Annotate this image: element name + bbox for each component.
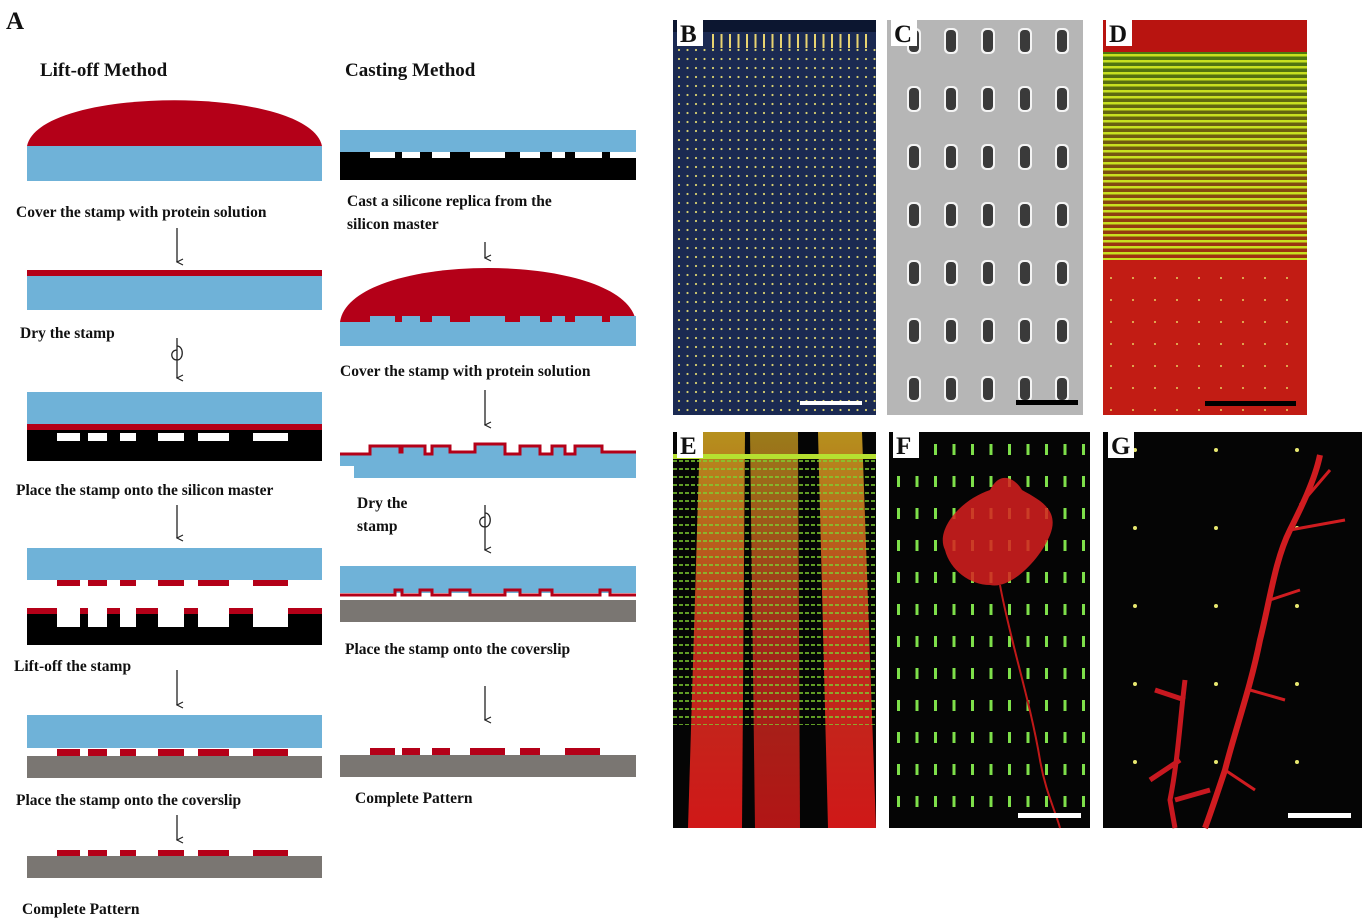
panel-label: A [6, 8, 24, 35]
step-caption: Dry the stamp [20, 325, 115, 342]
panel-label: D [1109, 21, 1127, 48]
streak [712, 34, 714, 48]
pad [120, 850, 136, 856]
notch [88, 433, 107, 441]
image-e [673, 432, 876, 828]
step-caption: Place the stamp onto the coverslip [16, 792, 241, 809]
pillar-top [80, 608, 88, 614]
pillar-top [229, 608, 253, 614]
streak [738, 34, 740, 48]
pad [520, 748, 540, 755]
step-caption: Place the stamp onto the coverslip [345, 641, 570, 658]
pad [88, 580, 107, 586]
pad [370, 748, 395, 755]
method-title: Casting Method [345, 60, 476, 81]
pad [402, 748, 420, 755]
pillar-top [107, 608, 120, 614]
notch [120, 433, 136, 441]
pillar-top [184, 608, 198, 614]
streak [865, 34, 867, 48]
streak [729, 34, 731, 48]
image-d [1103, 20, 1307, 415]
pad [198, 850, 229, 856]
streak [848, 34, 850, 48]
panel-label: E [680, 433, 697, 460]
gap [57, 614, 80, 627]
streak [831, 34, 833, 48]
gap [120, 614, 136, 627]
streak [780, 34, 782, 48]
pillar-top [288, 608, 322, 614]
page: {"panel_a": {"label": "A", "lift_off": {… [0, 0, 1367, 918]
pad [158, 580, 184, 586]
step-caption: Complete Pattern [355, 790, 473, 807]
pad [198, 580, 229, 586]
image-b [673, 20, 876, 415]
gap [88, 614, 107, 627]
panel-label: C [894, 21, 912, 48]
gap [198, 614, 229, 627]
streak [746, 34, 748, 48]
pad [253, 749, 288, 756]
streak [772, 34, 774, 48]
streak [814, 34, 816, 48]
pad [158, 749, 184, 756]
streak [797, 34, 799, 48]
streak [763, 34, 765, 48]
step-caption: silicon master [347, 216, 439, 233]
pad [198, 749, 229, 756]
step-caption: Lift-off the stamp [14, 658, 131, 675]
pad [253, 850, 288, 856]
panel-label: B [680, 21, 697, 48]
pillar-top [136, 608, 158, 614]
pad [88, 749, 107, 756]
gap [158, 614, 184, 627]
notch [158, 433, 184, 441]
image-f [889, 432, 1090, 828]
pad [120, 580, 136, 586]
streak [806, 34, 808, 48]
panel-label: F [896, 433, 911, 460]
method-title: Lift-off Method [40, 60, 168, 81]
streak [840, 34, 842, 48]
image-c [887, 20, 1083, 415]
pad [565, 748, 600, 755]
panel-label: G [1111, 433, 1130, 460]
pad [253, 580, 288, 586]
notch [253, 433, 288, 441]
step-caption: Complete Pattern [22, 901, 140, 918]
streak [857, 34, 859, 48]
pad [57, 749, 80, 756]
image-g [1103, 432, 1362, 828]
streak [755, 34, 757, 48]
gap [253, 614, 288, 627]
pad [88, 850, 107, 856]
step-caption: Cover the stamp with protein solution [16, 204, 267, 221]
pad [57, 580, 80, 586]
streak [721, 34, 723, 48]
streak [789, 34, 791, 48]
streak [823, 34, 825, 48]
figure: A Lift-off Method Casting Method [0, 0, 1367, 918]
pillar-top [27, 608, 57, 614]
step-caption: stamp [357, 518, 397, 535]
step-caption: Place the stamp onto the silicon master [16, 482, 274, 499]
pad [432, 748, 450, 755]
notch [198, 433, 229, 441]
step-caption: Cast a silicone replica from the [347, 193, 552, 210]
pad [120, 749, 136, 756]
step-caption: Cover the stamp with protein solution [340, 363, 591, 380]
pad [470, 748, 505, 755]
notch [57, 433, 80, 441]
step-caption: Dry the [357, 495, 407, 512]
pad [158, 850, 184, 856]
pad [57, 850, 80, 856]
